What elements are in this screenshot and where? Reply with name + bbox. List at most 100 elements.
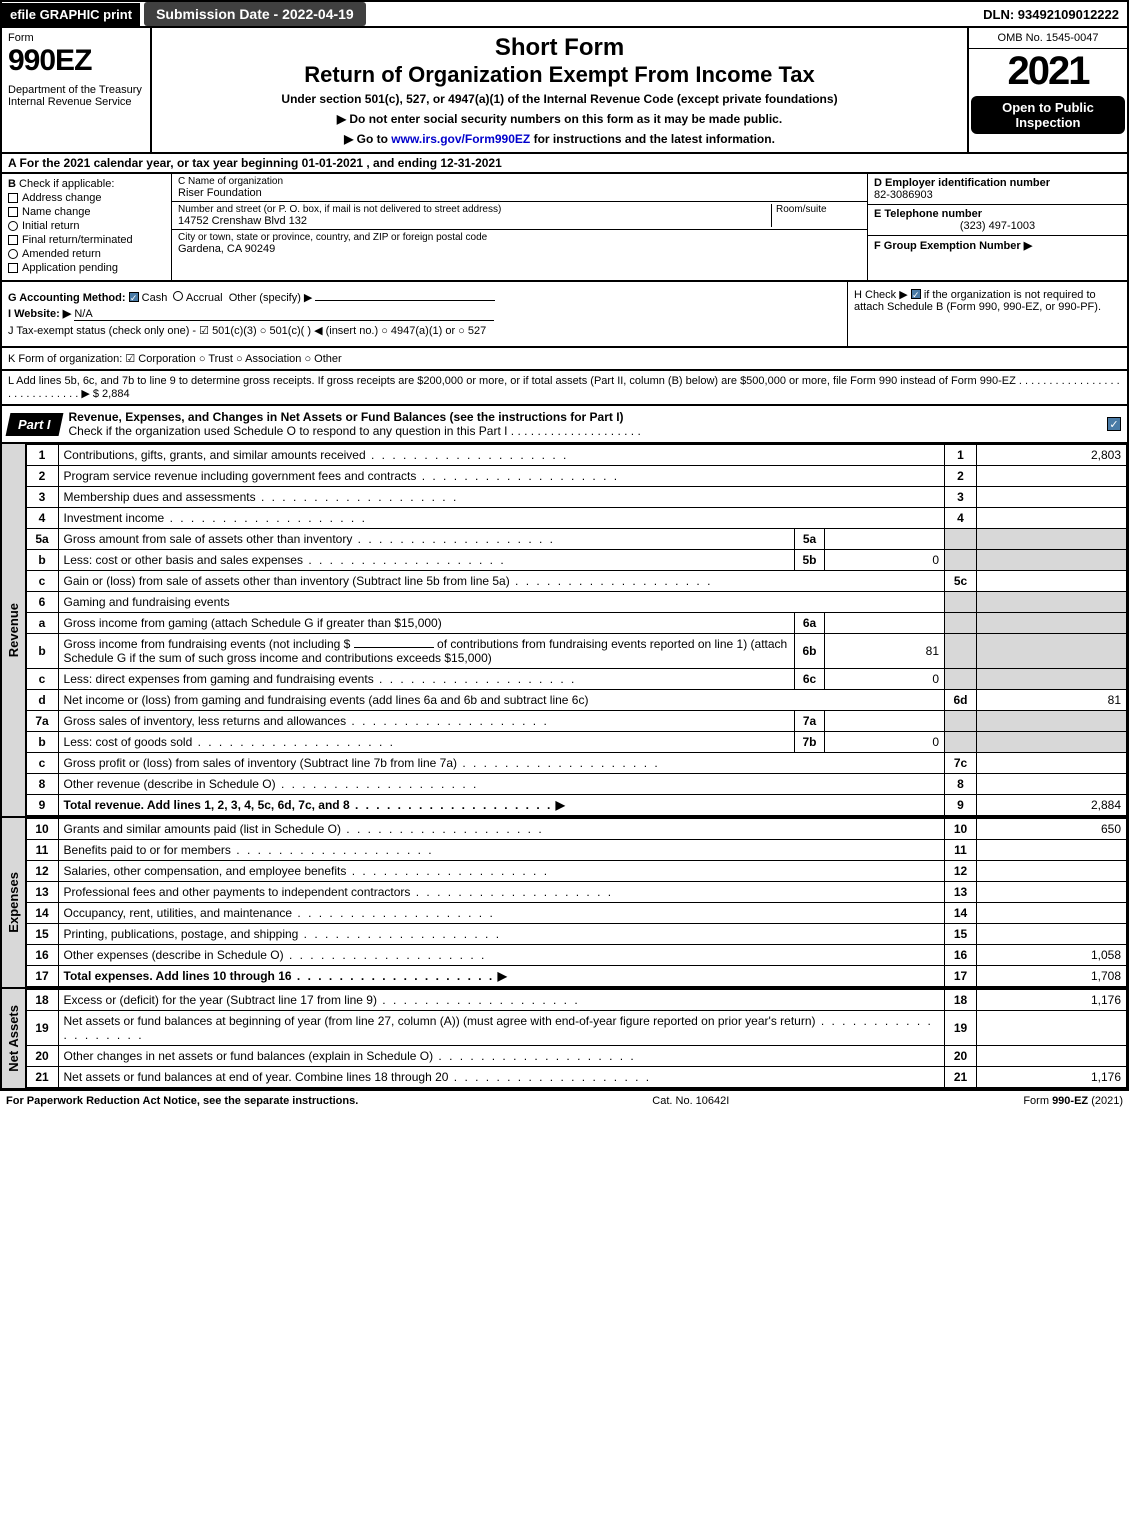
chk-initial-return[interactable]: Initial return [8,220,165,232]
line-12: 12Salaries, other compensation, and empl… [26,861,1126,882]
expenses-side-label: Expenses [2,818,26,987]
radio-icon [8,221,18,231]
checkbox-icon [8,263,18,273]
org-name-row: C Name of organization Riser Foundation [172,174,867,202]
form-label: Form [8,32,144,44]
checkbox-icon [8,193,18,203]
header-center: Short Form Return of Organization Exempt… [152,28,967,152]
subtitle: Under section 501(c), 527, or 4947(a)(1)… [162,92,957,106]
phone-value: (323) 497-1003 [874,220,1121,232]
line-17: 17Total expenses. Add lines 10 through 1… [26,966,1126,987]
line-21: 21Net assets or fund balances at end of … [26,1067,1126,1088]
netassets-table: 18Excess or (deficit) for the year (Subt… [26,989,1127,1088]
dept-label: Department of the Treasury Internal Reve… [8,84,144,108]
title-short-form: Short Form [162,34,957,62]
checkbox-icon [8,235,18,245]
line-5a: 5aGross amount from sale of assets other… [26,529,1126,550]
phone-row: E Telephone number (323) 497-1003 [868,205,1127,236]
b-check-label: Check if applicable: [19,178,114,190]
page-footer: For Paperwork Reduction Act Notice, see … [0,1090,1129,1111]
checkbox-icon [8,207,18,217]
ein-row: D Employer identification number 82-3086… [868,174,1127,205]
revenue-section: Revenue 1Contributions, gifts, grants, a… [0,444,1129,818]
section-ghij: G Accounting Method: ✓ Cash Accrual Othe… [0,282,1129,348]
checkbox-checked-icon: ✓ [129,292,139,302]
footer-cat: Cat. No. 10642I [652,1095,729,1107]
b-label: B [8,178,16,190]
line-15: 15Printing, publications, postage, and s… [26,924,1126,945]
col-b: B Check if applicable: Address change Na… [2,174,172,280]
chk-amended[interactable]: Amended return [8,248,165,260]
revenue-table: 1Contributions, gifts, grants, and simil… [26,444,1127,816]
tax-year: 2021 [969,49,1127,94]
submission-date: Submission Date - 2022-04-19 [144,2,366,26]
radio-icon [173,291,183,301]
part1-header: Part I Revenue, Expenses, and Changes in… [0,406,1129,444]
expenses-section: Expenses 10Grants and similar amounts pa… [0,818,1129,989]
footer-right: Form 990-EZ (2021) [1023,1095,1123,1107]
line-20: 20Other changes in net assets or fund ba… [26,1046,1126,1067]
top-bar: efile GRAPHIC print Submission Date - 20… [0,0,1129,28]
tax-exempt-status: J Tax-exempt status (check only one) - ☑… [8,324,841,337]
gross-receipts: 2,884 [102,388,130,400]
part1-checkbox[interactable]: ✓ [1107,417,1121,431]
group-exempt-row: F Group Exemption Number ▶ [868,236,1127,255]
line-13: 13Professional fees and other payments t… [26,882,1126,903]
row-a-period: A For the 2021 calendar year, or tax yea… [0,154,1129,174]
col-c: C Name of organization Riser Foundation … [172,174,867,280]
expenses-table: 10Grants and similar amounts paid (list … [26,818,1127,987]
ein-value: 82-3086903 [874,189,1121,201]
section-l: L Add lines 5b, 6c, and 7b to line 9 to … [0,371,1129,406]
radio-icon [8,249,18,259]
netassets-side-label: Net Assets [2,989,26,1088]
title-main: Return of Organization Exempt From Incom… [162,62,957,88]
chk-name-change[interactable]: Name change [8,206,165,218]
chk-address-change[interactable]: Address change [8,192,165,204]
section-k: K Form of organization: ☑ Corporation ○ … [0,348,1129,371]
line-7b: bLess: cost of goods sold7b0 [26,732,1126,753]
form-header: Form 990EZ Department of the Treasury In… [0,28,1129,154]
line-6d: dNet income or (loss) from gaming and fu… [26,690,1126,711]
line-11: 11Benefits paid to or for members11 [26,840,1126,861]
line-6: 6Gaming and fundraising events [26,592,1126,613]
street-address: 14752 Crenshaw Blvd 132 [178,215,771,227]
city-row: City or town, state or province, country… [172,230,867,257]
dln-label: DLN: 93492109012222 [975,3,1127,26]
line-5b: bLess: cost or other basis and sales exp… [26,550,1126,571]
street-row: Number and street (or P. O. box, if mail… [172,202,867,230]
city-state-zip: Gardena, CA 90249 [178,243,861,255]
accounting-method: G Accounting Method: ✓ Cash Accrual Othe… [8,291,841,304]
line-19: 19Net assets or fund balances at beginni… [26,1011,1126,1046]
line-2: 2Program service revenue including gover… [26,466,1126,487]
omb-number: OMB No. 1545-0047 [969,28,1127,49]
chk-pending[interactable]: Application pending [8,262,165,274]
col-de: D Employer identification number 82-3086… [867,174,1127,280]
section-bcde: B Check if applicable: Address change Na… [0,174,1129,282]
line-7a: 7aGross sales of inventory, less returns… [26,711,1126,732]
revenue-side-label: Revenue [2,444,26,816]
line-5c: cGain or (loss) from sale of assets othe… [26,571,1126,592]
note-ssn: ▶ Do not enter social security numbers o… [162,112,957,126]
footer-left: For Paperwork Reduction Act Notice, see … [6,1095,358,1107]
irs-link[interactable]: www.irs.gov/Form990EZ [391,132,530,146]
website-value: N/A [74,308,494,321]
header-left: Form 990EZ Department of the Treasury In… [2,28,152,152]
line-6b: bGross income from fundraising events (n… [26,634,1126,669]
line-4: 4Investment income4 [26,508,1126,529]
line-3: 3Membership dues and assessments3 [26,487,1126,508]
line-16: 16Other expenses (describe in Schedule O… [26,945,1126,966]
note-link: ▶ Go to www.irs.gov/Form990EZ for instru… [162,132,957,146]
part1-title: Revenue, Expenses, and Changes in Net As… [61,406,1107,442]
netassets-section: Net Assets 18Excess or (deficit) for the… [0,989,1129,1090]
chk-final-return[interactable]: Final return/terminated [8,234,165,246]
website-line: I Website: ▶ N/A [8,307,841,321]
line-10: 10Grants and similar amounts paid (list … [26,819,1126,840]
line-6c: cLess: direct expenses from gaming and f… [26,669,1126,690]
form-number: 990EZ [8,44,144,78]
line-8: 8Other revenue (describe in Schedule O)8 [26,774,1126,795]
line-14: 14Occupancy, rent, utilities, and mainte… [26,903,1126,924]
efile-print-label[interactable]: efile GRAPHIC print [2,3,140,26]
line-9: 9Total revenue. Add lines 1, 2, 3, 4, 5c… [26,795,1126,816]
part1-tab: Part I [6,413,63,436]
checkbox-checked-icon: ✓ [911,289,921,299]
